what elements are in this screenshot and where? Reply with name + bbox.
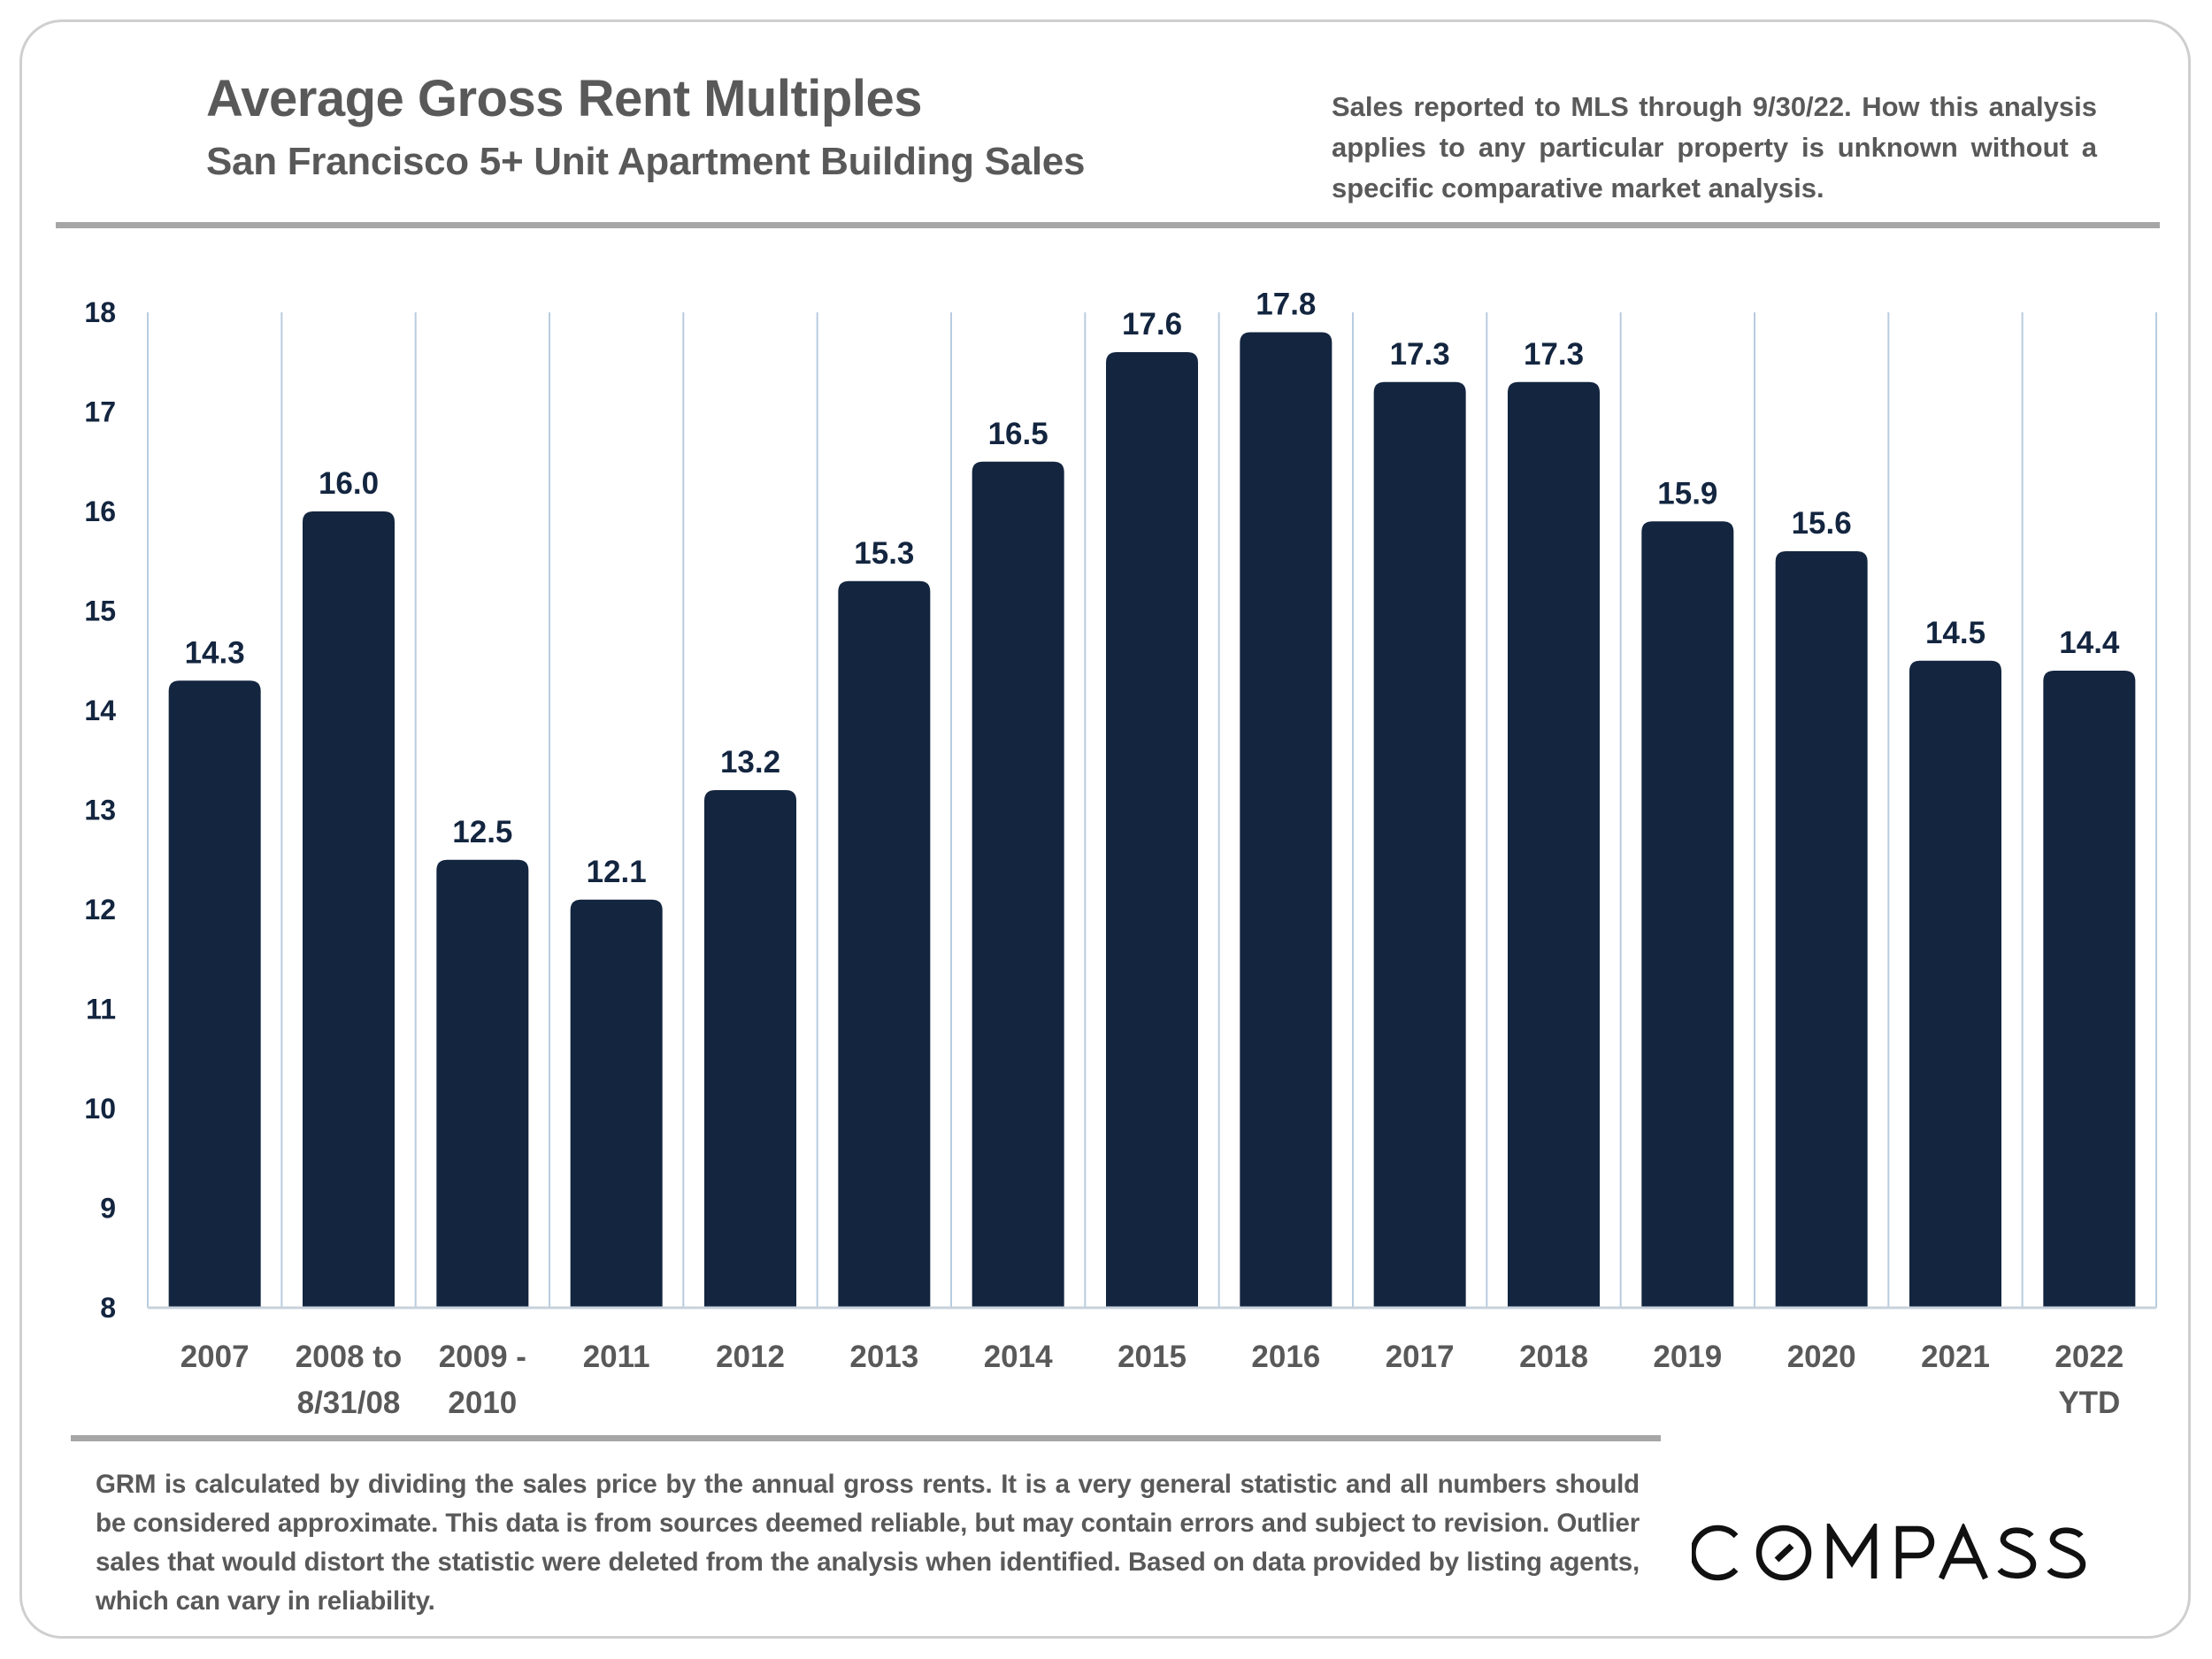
header-divider [56,222,2160,228]
data-label: 16.5 [988,417,1048,451]
bar [1240,332,1333,1308]
x-tick-label: 2009 - [439,1340,526,1374]
y-tick-label: 8 [100,1292,116,1324]
bar [2043,671,2136,1308]
footnote-disclaimer: GRM is calculated by dividing the sales … [96,1470,1640,1616]
bar [1775,551,1868,1308]
grid-lines [147,312,2157,1308]
x-tick-label: 2014 [984,1340,1053,1374]
bar [704,790,796,1308]
bar [570,899,663,1308]
x-tick-label: 2013 [849,1340,918,1374]
bar [436,859,529,1308]
x-tick-label: 2008 to [296,1340,403,1374]
data-label: 14.4 [2059,626,2120,660]
data-label: 14.3 [185,635,245,670]
x-tick-label: 2022 [2055,1340,2124,1374]
x-tick-label: 2011 [583,1340,650,1374]
x-tick-label: 2021 [1921,1340,1990,1374]
compass-logo [1692,1524,2086,1581]
bars [168,332,2136,1308]
y-tick-label: 11 [86,994,116,1025]
y-tick-label: 10 [84,1093,116,1125]
bar [1373,381,1466,1308]
chart-subtitle: San Francisco 5+ Unit Apartment Building… [206,140,1086,183]
bar [168,680,261,1308]
y-tick-label: 13 [84,795,116,826]
y-tick-label: 15 [84,595,116,627]
x-tick-label: 2010 [448,1386,517,1420]
axes: 8 9 10 11 12 13 14 15 16 17 18 2007 2008 to 8/31/08 20… [84,296,2156,1420]
bar [1641,521,1734,1308]
y-tick-label: 12 [84,894,116,926]
y-tick-label: 18 [84,296,116,328]
data-source-note: Sales reported to MLS through 9/30/22. H… [1332,91,2097,204]
y-tick-label: 14 [84,695,116,726]
data-label: 17.6 [1122,307,1182,342]
data-label: 17.3 [1390,337,1450,372]
bar [1106,352,1198,1308]
data-label: 16.0 [319,466,379,501]
x-tick-label: YTD [2058,1386,2120,1420]
x-tick-label: 8/31/08 [297,1386,401,1420]
bar [972,461,1064,1308]
bar [1508,381,1600,1308]
footer-divider [71,1435,1661,1441]
bar [838,580,931,1308]
x-tick-label: 2017 [1386,1340,1455,1374]
data-label: 17.3 [1524,337,1584,372]
bar [1909,660,2001,1308]
y-tick-label: 17 [84,396,116,428]
logo-letter-c [1692,1525,1739,1581]
y-tick-label: 9 [100,1193,116,1225]
data-label: 15.9 [1657,476,1717,511]
bar [303,511,395,1308]
data-label: 15.6 [1792,506,1852,541]
chart-title: Average Gross Rent Multiples [206,70,922,127]
x-tick-label: 2020 [1787,1340,1856,1374]
data-label: 14.5 [1925,616,1985,650]
x-tick-label: 2007 [180,1340,250,1374]
x-tick-label: 2018 [1519,1340,1588,1374]
data-label: 13.2 [720,745,780,780]
logo-compass-icon [1755,1525,1812,1581]
x-tick-label: 2016 [1251,1340,1320,1374]
x-tick-label: 2012 [716,1340,785,1374]
data-label: 15.3 [854,536,914,571]
data-label: 17.8 [1256,288,1316,322]
data-label: 12.5 [452,815,512,849]
y-tick-label: 16 [84,495,116,527]
x-tick-label: 2019 [1653,1340,1722,1374]
x-tick-label: 2015 [1118,1340,1187,1374]
data-labels: 14.3 16.0 12.5 12.1 13.2 15.3 16.5 17.6 17.8 17.3… [185,288,2120,889]
data-label: 12.1 [587,855,647,889]
